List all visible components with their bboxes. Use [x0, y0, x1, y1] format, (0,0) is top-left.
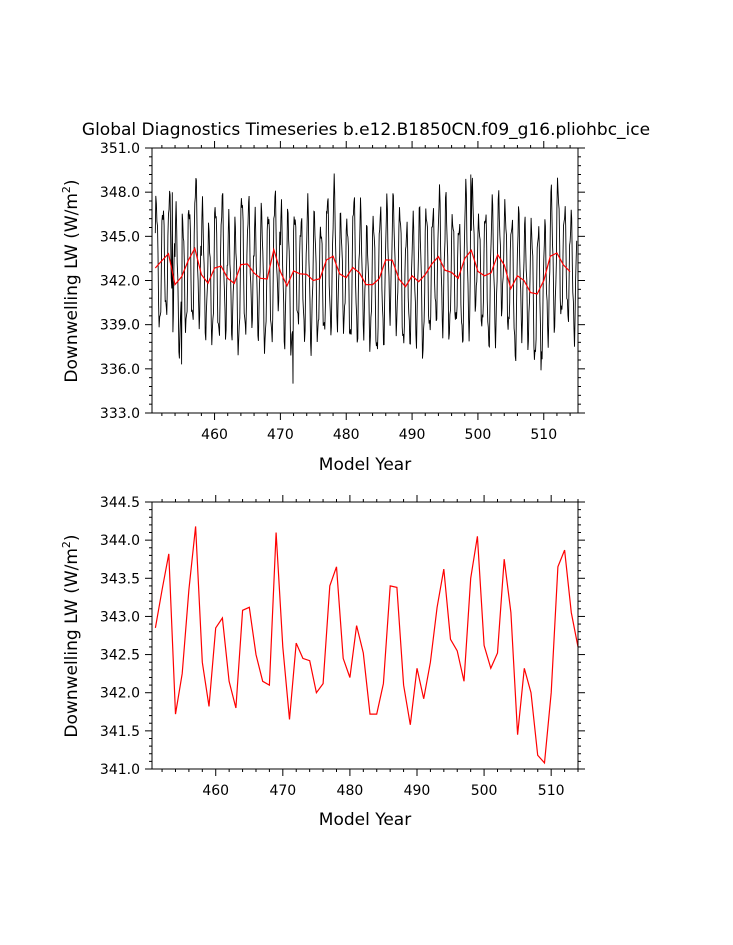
bottom-panel: 460 470 480 490 500 510 341.0341.5342.0342.53… [60, 495, 585, 830]
y-tick-label: 344.5 [100, 495, 140, 511]
y-tick-label: 339.0 [100, 318, 140, 334]
annual-series-line [154, 526, 579, 765]
x-tick-label: 490 [404, 783, 431, 799]
x-tick-label: 460 [201, 427, 228, 443]
y-tick-label: 342.0 [100, 686, 140, 702]
y-tick-label: 342.5 [100, 648, 140, 664]
top-axis-ticks [145, 141, 585, 420]
top-y-axis-label: Downwelling LW (W/m2) [60, 179, 82, 382]
x-tick-label: 490 [399, 427, 426, 443]
annual-series-line [154, 246, 571, 295]
top-x-tick-labels: 460 470 480 490 500 510 [201, 427, 557, 443]
chart-title: Global Diagnostics Timeseries b.e12.B185… [82, 120, 650, 140]
y-tick-label: 345.0 [100, 229, 140, 245]
x-tick-label: 480 [333, 427, 360, 443]
y-tick-label: 343.5 [100, 571, 140, 587]
y-tick-label: 341.0 [100, 762, 140, 778]
y-tick-label: 336.0 [100, 362, 140, 378]
x-tick-label: 480 [337, 783, 364, 799]
x-tick-label: 510 [530, 427, 557, 443]
bottom-y-axis-label: Downwelling LW (W/m2) [60, 534, 82, 737]
y-tick-label: 343.0 [100, 609, 140, 625]
x-tick-label: 500 [465, 427, 492, 443]
bottom-x-axis-label: Model Year [319, 810, 411, 830]
top-x-axis-label: Model Year [319, 455, 411, 475]
x-tick-label: 460 [202, 783, 229, 799]
bottom-axis-ticks [145, 495, 585, 776]
bottom-plot-frame [151, 501, 579, 770]
top-y-tick-labels: 333.0 336.0 339.0 342.0 345.0 348.0 351.0 [100, 141, 140, 422]
y-tick-label: 344.0 [100, 533, 140, 549]
bottom-y-tick-labels: 341.0 341.5 342.0 342.5 343.0 343.5 344.0 344.5 [100, 495, 140, 778]
bottom-x-tick-labels: 460 470 480 490 500 510 [202, 783, 564, 799]
x-tick-label: 500 [471, 783, 498, 799]
top-panel: 460 470 480 490 500 510 333.0336.0339.0342.03… [60, 141, 585, 475]
y-tick-label: 333.0 [100, 406, 140, 422]
x-tick-label: 470 [267, 427, 294, 443]
x-tick-label: 470 [269, 783, 296, 799]
y-tick-label: 341.5 [100, 724, 140, 740]
y-tick-label: 348.0 [100, 185, 140, 201]
x-tick-label: 510 [538, 783, 565, 799]
y-tick-label: 351.0 [100, 141, 140, 157]
y-tick-label: 342.0 [100, 274, 140, 290]
monthly-series-line [154, 173, 578, 384]
